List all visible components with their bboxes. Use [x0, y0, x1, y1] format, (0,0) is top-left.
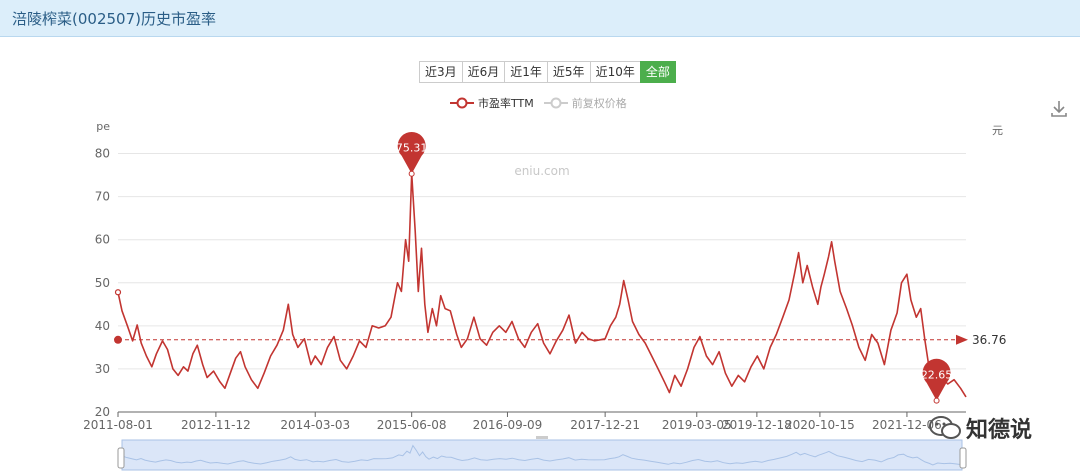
y-tick-label: 70 — [95, 190, 110, 204]
brand-name: 知德说 — [966, 418, 1033, 443]
max-marker — [397, 131, 426, 174]
y-tick-label: 30 — [95, 362, 110, 376]
y-tick-label: 60 — [95, 233, 110, 247]
average-start-dot — [114, 335, 122, 344]
y-tick-label: 20 — [95, 405, 110, 419]
x-tick-label: 2012-11-12 — [181, 418, 251, 432]
legend-item-pe[interactable]: 市盈率TTM — [450, 95, 534, 111]
min-marker-point — [933, 397, 940, 404]
pe-series-line — [117, 172, 967, 402]
page-title: 涪陵榨菜(002507)历史市盈率 — [12, 10, 216, 28]
zoom-slider-track[interactable] — [121, 439, 963, 471]
zoom-handle-right[interactable] — [959, 447, 967, 469]
x-tick-label: 2017-12-21 — [570, 418, 640, 432]
legend-line-icon — [450, 97, 474, 109]
brand-watermark: 知德说 — [928, 412, 1032, 444]
y-tick-label: 40 — [95, 319, 110, 333]
y-axis-label: pe — [96, 120, 110, 133]
range-button-10y[interactable]: 近10年 — [589, 61, 641, 83]
max-marker-label: 75.31 — [396, 142, 428, 155]
x-tick-label: 2011-08-01 — [83, 418, 153, 432]
zoom-slider-preview[interactable] — [121, 444, 963, 466]
x-tick-label: 2016-09-09 — [473, 418, 543, 432]
min-marker — [922, 358, 951, 401]
chart-legend: 市盈率TTM 前复权价格 — [450, 95, 637, 111]
x-tick-label: 2019-12-18 — [722, 418, 792, 432]
x-tick-label: 2021-12-06 — [872, 418, 942, 432]
legend-label-price: 前复权价格 — [571, 97, 627, 110]
range-button-6m[interactable]: 近6月 — [461, 61, 506, 83]
y-axis-label-right: 元 — [992, 124, 1003, 137]
average-arrow — [956, 334, 968, 345]
site-watermark: eniu.com — [514, 164, 569, 178]
y-tick-label: 50 — [95, 276, 110, 290]
average-label: 36.76 — [972, 333, 1006, 347]
pe-first-point — [114, 289, 122, 296]
range-button-5y[interactable]: 近5年 — [546, 61, 591, 83]
zoom-drag-handle[interactable] — [536, 436, 548, 439]
legend-label-pe: 市盈率TTM — [478, 97, 534, 110]
download-icon[interactable] — [1049, 98, 1069, 118]
range-selector: 近3月 近6月 近1年 近5年 近10年 全部 — [419, 61, 676, 83]
max-marker-point — [408, 170, 415, 177]
title-bar: 涪陵榨菜(002507)历史市盈率 — [0, 0, 1080, 37]
zoom-handle-left[interactable] — [117, 447, 125, 469]
range-button-all[interactable]: 全部 — [639, 61, 676, 83]
x-tick-label: 2019-03-05 — [662, 418, 732, 432]
x-tick-label: 2015-06-08 — [377, 418, 447, 432]
x-tick-label: 2014-03-03 — [280, 418, 350, 432]
x-tick-label: 2020-10-15 — [785, 418, 855, 432]
wechat-icon — [929, 416, 961, 439]
min-marker-label: 22.65 — [921, 369, 953, 382]
range-button-3m[interactable]: 近3月 — [419, 61, 463, 83]
legend-line-icon — [543, 97, 568, 109]
legend-item-price[interactable]: 前复权价格 — [543, 95, 627, 111]
y-tick-label: 80 — [95, 147, 110, 161]
